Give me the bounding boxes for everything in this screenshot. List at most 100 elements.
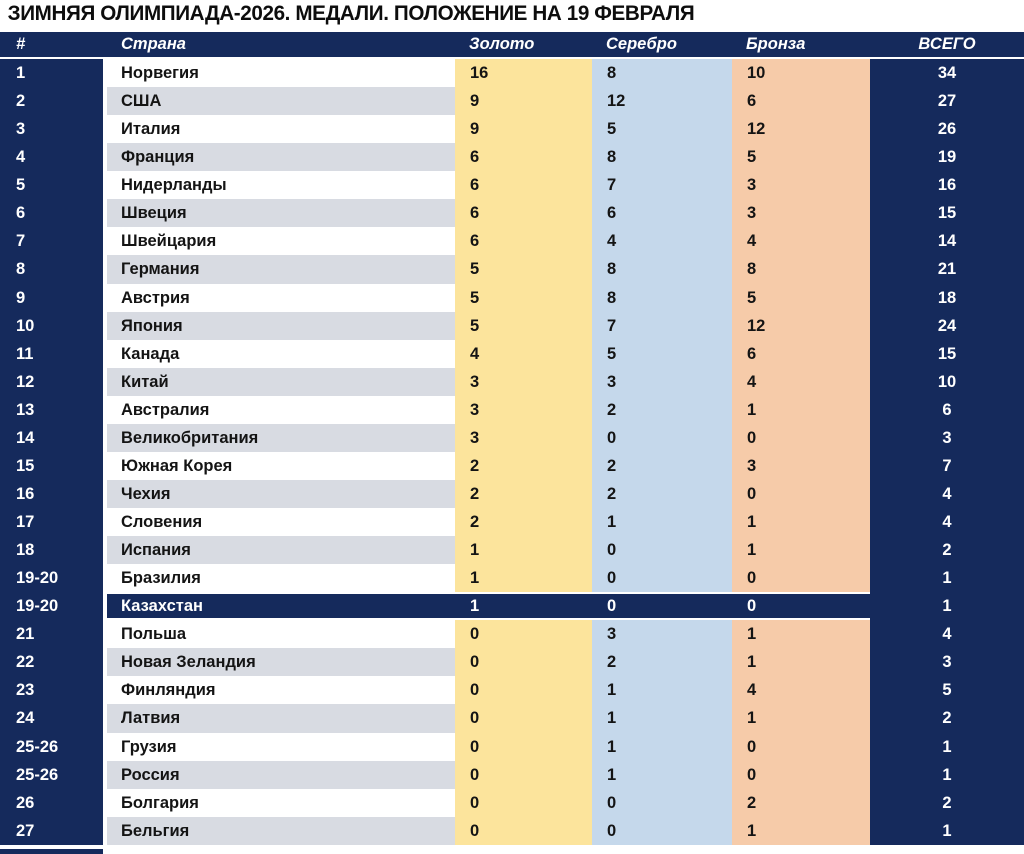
column-gap — [103, 479, 107, 508]
column-gap — [103, 676, 107, 705]
silver-cell: 8 — [592, 59, 732, 88]
total-cell: 2 — [870, 536, 1024, 565]
gold-cell: 6 — [455, 143, 592, 172]
bronze-cell: 3 — [732, 171, 870, 200]
total-cell: 6 — [870, 395, 1024, 424]
silver-cell: 1 — [592, 676, 732, 705]
column-gap — [103, 199, 107, 228]
column-gap — [103, 227, 107, 256]
column-gap — [103, 59, 107, 88]
bronze-cell: 2 — [732, 788, 870, 817]
silver-cell: 7 — [592, 311, 732, 340]
column-gap — [103, 283, 107, 312]
gold-cell: 16 — [455, 59, 592, 88]
column-gap — [103, 87, 107, 116]
gold-cell: 6 — [455, 171, 592, 200]
table-body: 1 Норвегия 16 8 10 34 2 США 9 12 6 27 3 Италия 9 5 12 26 4… — [0, 59, 1024, 845]
bronze-cell: 12 — [732, 311, 870, 340]
total-cell: 3 — [870, 648, 1024, 677]
silver-cell: 2 — [592, 479, 732, 508]
silver-cell: 1 — [592, 704, 732, 733]
total-cell: 1 — [870, 732, 1024, 761]
total-cell: 2 — [870, 788, 1024, 817]
silver-cell: 12 — [592, 87, 732, 116]
total-cell: 14 — [870, 227, 1024, 256]
rank-cell: 18 — [0, 536, 103, 565]
rank-cell: 27 — [0, 816, 103, 845]
column-gap — [103, 143, 107, 172]
gold-cell: 1 — [455, 536, 592, 565]
rank-cell: 16 — [0, 479, 103, 508]
bronze-cell: 6 — [732, 339, 870, 368]
total-cell: 5 — [870, 676, 1024, 705]
column-gap — [103, 732, 107, 761]
rank-cell: 10 — [0, 311, 103, 340]
gold-cell-highlighted: 1 — [455, 592, 592, 621]
column-gap — [103, 564, 107, 593]
silver-cell: 6 — [592, 199, 732, 228]
header-cell-country: Страна — [121, 35, 186, 53]
country-cell: Грузия — [107, 732, 455, 761]
bronze-cell: 1 — [732, 395, 870, 424]
column-gap — [103, 395, 107, 424]
total-cell: 1 — [870, 816, 1024, 845]
total-cell: 2 — [870, 704, 1024, 733]
silver-cell: 4 — [592, 227, 732, 256]
total-cell: 4 — [870, 508, 1024, 537]
bronze-cell: 4 — [732, 367, 870, 396]
country-cell: Бразилия — [107, 564, 455, 593]
rank-cell: 11 — [0, 339, 103, 368]
header-cell-total: ВСЕГО — [918, 35, 976, 53]
country-cell: Южная Корея — [107, 451, 455, 480]
rank-cell: 25-26 — [0, 760, 103, 789]
country-cell-highlighted: Казахстан — [107, 592, 455, 621]
total-cell: 16 — [870, 171, 1024, 200]
gold-cell: 3 — [455, 423, 592, 452]
partial-rank-cell — [0, 848, 103, 854]
rank-cell: 21 — [0, 620, 103, 649]
total-cell: 7 — [870, 451, 1024, 480]
silver-cell: 2 — [592, 451, 732, 480]
rank-cell: 9 — [0, 283, 103, 312]
country-cell: Новая Зеландия — [107, 648, 455, 677]
gold-cell: 6 — [455, 227, 592, 256]
rank-cell: 17 — [0, 508, 103, 537]
gold-cell: 9 — [455, 87, 592, 116]
country-cell: Китай — [107, 367, 455, 396]
country-cell: Франция — [107, 143, 455, 172]
gold-cell: 6 — [455, 199, 592, 228]
rank-cell: 6 — [0, 199, 103, 228]
table-header: # Страна Золото Серебро Бронза ВСЕГО — [0, 32, 1024, 57]
country-cell: Германия — [107, 255, 455, 284]
partial-next-row — [0, 848, 1024, 854]
silver-cell: 1 — [592, 508, 732, 537]
silver-cell: 8 — [592, 283, 732, 312]
column-gap — [103, 536, 107, 565]
country-cell: Италия — [107, 115, 455, 144]
total-cell: 27 — [870, 87, 1024, 116]
gold-cell: 9 — [455, 115, 592, 144]
column-gap — [103, 115, 107, 144]
gold-cell: 2 — [455, 451, 592, 480]
total-cell: 15 — [870, 339, 1024, 368]
silver-cell: 3 — [592, 367, 732, 396]
bronze-cell: 10 — [732, 59, 870, 88]
gold-cell: 0 — [455, 704, 592, 733]
bronze-cell: 4 — [732, 227, 870, 256]
country-cell: Великобритания — [107, 423, 455, 452]
gold-cell: 2 — [455, 508, 592, 537]
bronze-cell: 0 — [732, 564, 870, 593]
total-cell-highlighted: 1 — [870, 592, 1024, 621]
column-gap — [103, 704, 107, 733]
total-cell: 1 — [870, 760, 1024, 789]
gold-cell: 0 — [455, 732, 592, 761]
country-cell: Словения — [107, 508, 455, 537]
column-gap — [103, 311, 107, 340]
rank-cell: 5 — [0, 171, 103, 200]
column-gap — [103, 788, 107, 817]
rank-cell: 15 — [0, 451, 103, 480]
total-cell: 15 — [870, 199, 1024, 228]
silver-cell: 0 — [592, 536, 732, 565]
gold-cell: 2 — [455, 479, 592, 508]
silver-cell: 2 — [592, 395, 732, 424]
